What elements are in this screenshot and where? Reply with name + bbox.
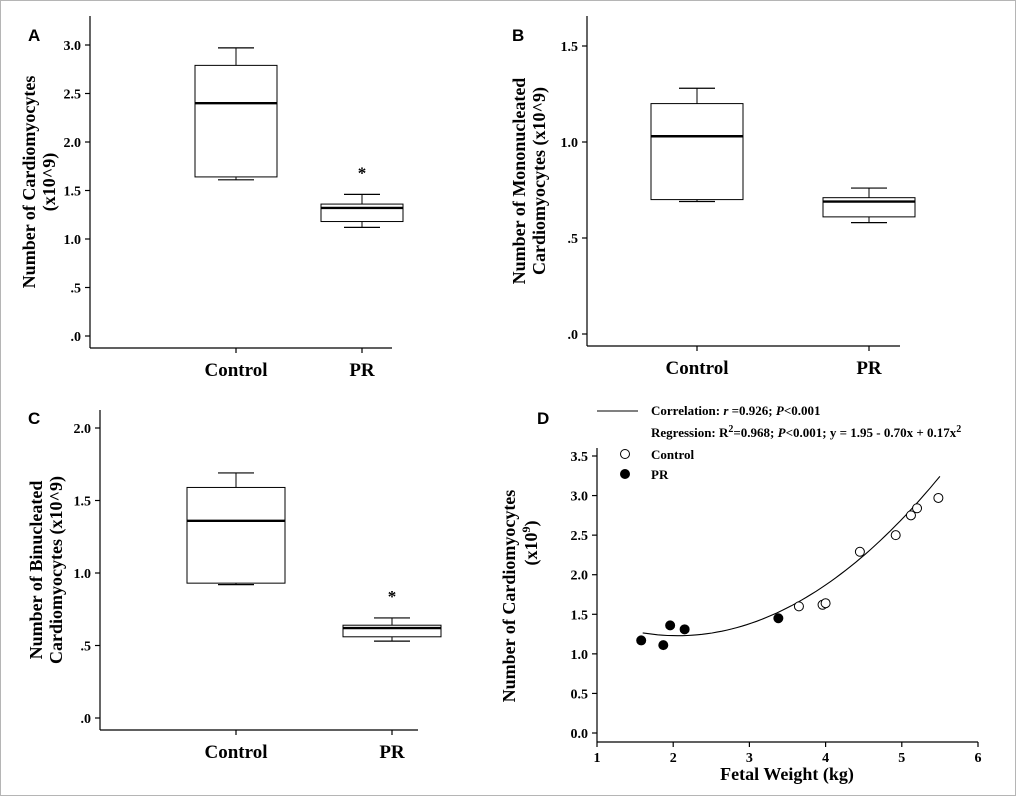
y-tick-label-d: 2.5	[571, 529, 589, 544]
box-a-control	[194, 47, 278, 181]
box-b-pr	[822, 187, 916, 224]
panel-letter-c: C	[28, 409, 40, 428]
data-point-control	[820, 598, 831, 609]
y-axis-title-b: Cardiomyocytes (x10^9)	[529, 87, 550, 275]
fit-curve	[642, 476, 941, 637]
y-tick-label-d: 3.0	[571, 490, 589, 505]
box-c-pr: *	[342, 587, 442, 642]
y-tick-label-a: .5	[71, 282, 82, 297]
y-tick-label-a: 1.0	[64, 233, 82, 248]
panel-letter-d: D	[537, 409, 549, 428]
x-category-label-c: Control	[205, 742, 268, 763]
box-b-control	[650, 87, 744, 203]
legend-marker-pr	[620, 469, 630, 479]
y-tick-label-d: 3.5	[571, 450, 589, 465]
legend-label-control: Control	[651, 447, 694, 462]
data-point-control	[905, 510, 916, 521]
y-axis-subtitle-d: (x109)	[519, 521, 542, 566]
data-point-pr	[658, 640, 669, 651]
box-rect	[320, 203, 404, 223]
data-point-pr	[665, 620, 676, 631]
y-tick-label-d: 1.5	[571, 608, 589, 623]
y-axis-title-a: Number of Cardiomyocytes	[19, 76, 39, 289]
correlation-annotation: Correlation: r =0.926; P<0.001	[651, 403, 821, 418]
y-tick-label-c: 1.0	[74, 567, 92, 582]
regression-annotation: Regression: R2=0.968; P<0.001; y = 1.95 …	[651, 424, 961, 441]
x-tick-label-d: 4	[822, 751, 829, 766]
data-point-pr	[636, 635, 647, 646]
box-c-control	[186, 472, 286, 586]
significance-star: *	[388, 587, 397, 606]
data-point-pr	[679, 624, 690, 635]
y-tick-label-c: .5	[81, 640, 92, 655]
panel-a: .0 .5 1.0 1.5 2.0 2.5 3.0 Control PR Number of Ca…	[19, 16, 404, 381]
y-tick-label-b: .5	[568, 232, 579, 247]
x-category-label-b: Control	[666, 358, 729, 379]
x-tick-label-d: 6	[975, 751, 982, 766]
x-category-label-b: PR	[856, 358, 882, 379]
data-point-control	[793, 601, 804, 612]
x-axis-title-d: Fetal Weight (kg)	[720, 764, 854, 785]
y-axis-title-c: Cardiomyocytes (x10^9)	[46, 476, 67, 664]
y-axis-title-a: (x10^9)	[39, 153, 60, 211]
x-category-label-c: PR	[379, 742, 405, 763]
y-tick-label-b: 1.0	[561, 136, 579, 151]
y-axis-title-c: Number of Binucleated	[26, 481, 46, 660]
x-category-label-a: PR	[349, 360, 375, 381]
y-tick-label-a: 2.0	[64, 136, 82, 151]
box-a-pr: *	[320, 163, 404, 228]
y-tick-label-d: 0.5	[571, 687, 589, 702]
y-tick-label-a: 1.5	[64, 185, 82, 200]
y-axis-title-b: Number of Mononucleated	[509, 78, 529, 285]
y-axis-title-d: Number of Cardiomyocytes	[499, 490, 519, 703]
panel-letter-a: A	[28, 26, 40, 45]
x-tick-label-d: 1	[594, 751, 601, 766]
y-tick-label-d: 1.0	[571, 648, 589, 663]
data-point-control	[933, 492, 944, 503]
y-tick-label-b: .0	[568, 328, 579, 343]
y-tick-label-c: 1.5	[74, 495, 92, 510]
y-tick-label-d: 0.0	[571, 727, 589, 742]
y-tick-label-b: 1.5	[561, 40, 579, 55]
x-category-label-a: Control	[205, 360, 268, 381]
y-tick-label-d: 2.0	[571, 569, 589, 584]
box-rect	[342, 624, 442, 638]
panel-d: 0.0 0.5 1.0 1.5 2.0 2.5 3.0 3.5 1 2 3 4 5 6 Fetal Weig…	[499, 403, 982, 785]
panel-b: .0 .5 1.0 1.5 Control PR Number of Mononucleat…	[509, 16, 916, 379]
panel-c: .0 .5 1.0 1.5 2.0 Control PR Number of Binuclea…	[26, 410, 442, 763]
x-tick-label-d: 5	[898, 751, 905, 766]
data-point-control	[854, 546, 865, 557]
data-point-pr	[773, 613, 784, 624]
x-tick-label-d: 2	[670, 751, 677, 766]
panel-letter-b: B	[512, 26, 524, 45]
y-tick-label-c: .0	[81, 712, 92, 727]
box-rect	[650, 103, 744, 201]
legend-label-pr: PR	[651, 467, 669, 482]
y-tick-label-a: 3.0	[64, 39, 82, 54]
data-point-control	[912, 503, 923, 514]
legend-marker-control	[620, 449, 630, 459]
box-rect	[194, 64, 278, 178]
y-tick-label-a: .0	[71, 330, 82, 345]
x-tick-label-d: 3	[746, 751, 753, 766]
significance-star: *	[358, 163, 367, 182]
data-point-control	[890, 530, 901, 541]
y-tick-label-c: 2.0	[74, 422, 92, 437]
y-tick-label-a: 2.5	[64, 88, 82, 103]
box-rect	[186, 486, 286, 584]
